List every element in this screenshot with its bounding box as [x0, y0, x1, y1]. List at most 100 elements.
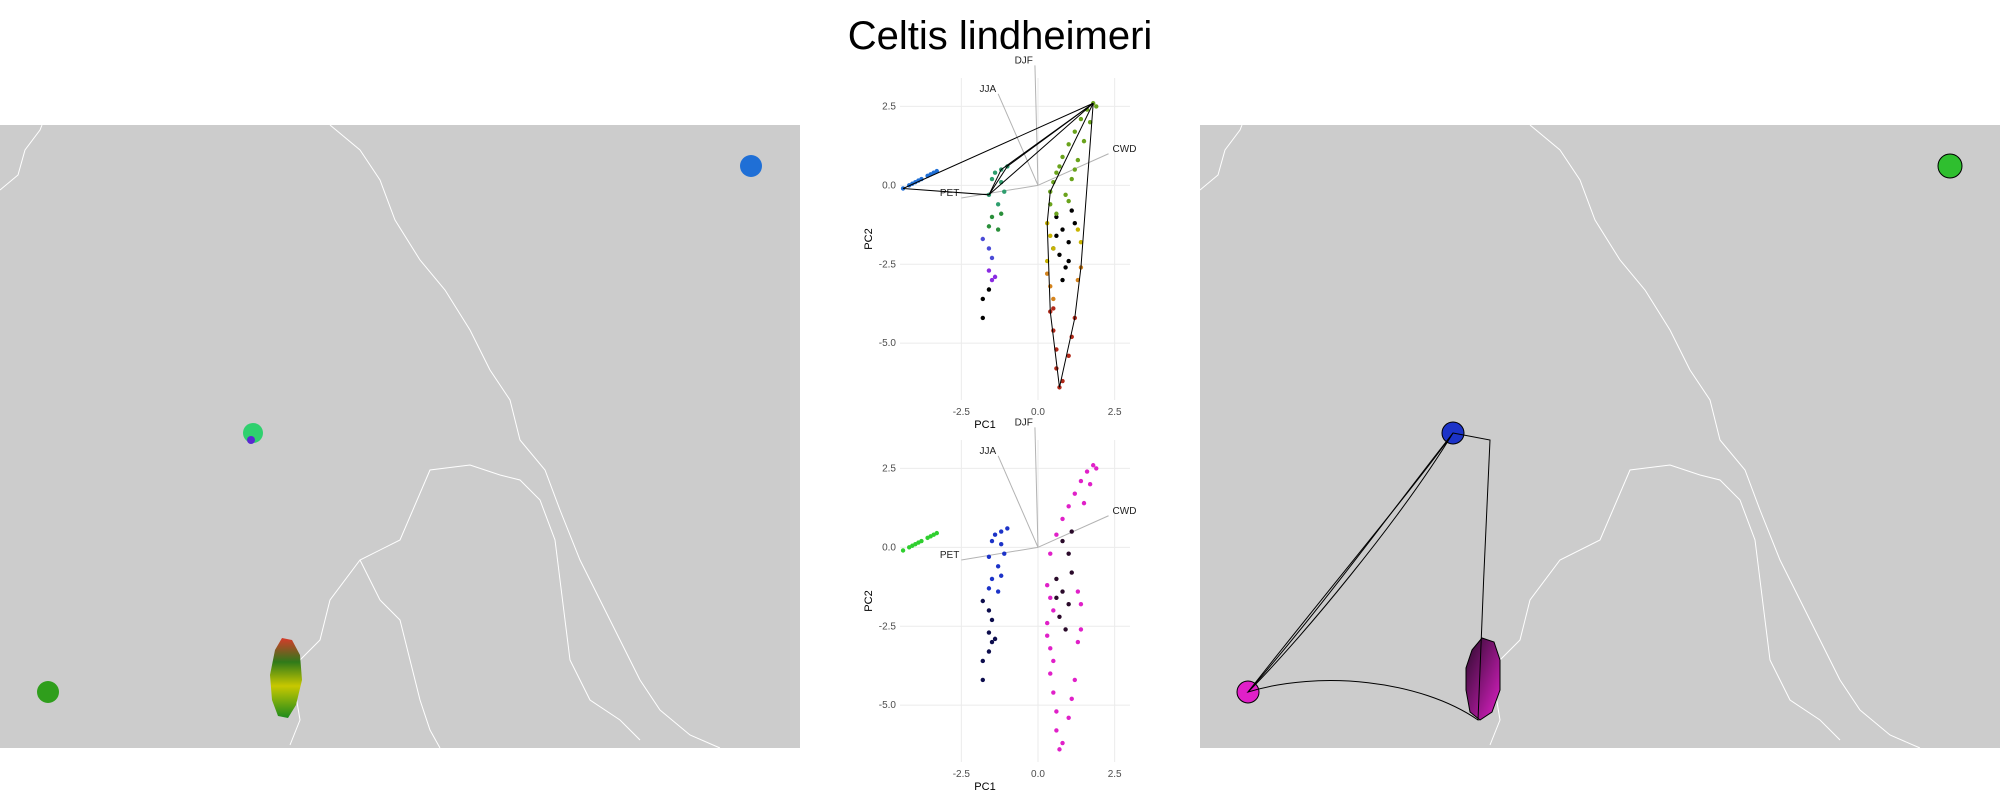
loading-vector-label: DJF — [1015, 417, 1033, 428]
data-point — [1060, 538, 1065, 544]
loading-vector-label: JJA — [979, 446, 996, 457]
data-point — [1057, 164, 1062, 169]
data-point — [1048, 233, 1053, 239]
data-point — [1048, 551, 1053, 556]
data-point — [980, 677, 985, 683]
data-point — [1063, 192, 1068, 198]
left-map-border-nw — [0, 124, 43, 191]
left-map-site-blue — [740, 155, 762, 177]
data-point — [1051, 690, 1056, 695]
right-map-land — [1200, 125, 2000, 748]
data-point — [1066, 715, 1071, 721]
data-point — [1066, 353, 1071, 359]
loading-vector — [997, 455, 1039, 548]
x-axis-title: PC1 — [974, 781, 995, 793]
data-point — [980, 296, 985, 302]
data-point — [1060, 227, 1065, 232]
data-point — [986, 554, 992, 560]
data-point — [1060, 277, 1065, 283]
y-tick-label: -5.0 — [879, 700, 897, 711]
data-point — [1002, 189, 1007, 194]
data-point — [1066, 258, 1071, 264]
data-point — [1069, 696, 1074, 702]
x-tick-label: 0.0 — [1031, 407, 1045, 418]
data-point — [1072, 129, 1078, 134]
niche-hull — [988, 102, 1094, 196]
data-point — [1072, 491, 1078, 496]
data-point — [1051, 246, 1056, 251]
x-tick-label: 2.5 — [1108, 769, 1122, 780]
data-point — [1075, 589, 1081, 594]
data-point — [907, 545, 912, 550]
data-point — [1054, 728, 1059, 733]
right-map-border-country — [1489, 464, 1841, 746]
y-tick-label: -5.0 — [879, 338, 897, 349]
data-point — [1091, 463, 1096, 468]
loading-vector — [961, 184, 1039, 199]
data-point — [989, 617, 995, 623]
data-point — [1054, 595, 1059, 601]
data-point — [1066, 551, 1071, 556]
data-point — [980, 598, 985, 604]
data-point — [986, 649, 992, 654]
y-tick-label: 2.5 — [882, 463, 896, 474]
right-map-hull-b — [1246, 432, 1491, 721]
data-point — [992, 532, 998, 537]
data-point — [989, 214, 995, 220]
data-point — [999, 573, 1004, 578]
x-tick-label: 2.5 — [1108, 407, 1122, 418]
x-axis-title: PC1 — [974, 419, 995, 431]
data-point — [1084, 469, 1090, 474]
pca-panel-bottom: -2.5 0.0 2.5 2.5 0.0 -2.5 -5.0 PC1 PC2 DJF JJA CWD P… — [863, 417, 1136, 793]
data-point — [1048, 646, 1053, 651]
data-point — [1057, 614, 1062, 619]
data-point — [989, 277, 995, 283]
data-point — [1075, 639, 1081, 645]
data-point — [1087, 481, 1093, 487]
data-point — [1054, 709, 1059, 714]
y-tick-label: -2.5 — [879, 259, 897, 270]
loading-vector-label: JJA — [979, 84, 996, 95]
data-point — [1051, 296, 1056, 302]
left-map-site-lowgreen — [37, 681, 59, 703]
data-point — [1045, 633, 1050, 638]
data-point — [995, 202, 1001, 207]
data-point — [986, 246, 992, 251]
data-point — [1075, 227, 1081, 232]
data-point — [1094, 466, 1099, 471]
data-point — [1060, 154, 1065, 160]
loading-vector — [1034, 65, 1039, 186]
loading-vector — [997, 93, 1039, 186]
data-point — [1078, 116, 1084, 122]
niche-hull — [1046, 103, 1094, 388]
data-point — [1057, 747, 1062, 752]
data-point — [1066, 198, 1071, 204]
data-point — [1066, 504, 1071, 509]
data-point — [1060, 740, 1065, 746]
data-point — [1072, 167, 1078, 172]
left-map-site-purple — [247, 436, 255, 444]
data-point — [1054, 233, 1059, 239]
data-point — [1054, 170, 1059, 175]
data-point — [1051, 658, 1056, 664]
data-point — [1045, 583, 1050, 588]
data-point — [1060, 516, 1065, 522]
data-point — [989, 639, 995, 645]
data-point — [1078, 601, 1084, 607]
y-axis-title: PC2 — [863, 590, 875, 611]
loading-vector — [961, 546, 1039, 561]
data-point — [1002, 551, 1007, 556]
data-point — [1063, 627, 1068, 632]
data-point — [1045, 271, 1050, 276]
data-point — [980, 236, 985, 242]
data-point — [986, 586, 992, 591]
data-point — [989, 576, 995, 582]
loading-vector-label: CWD — [1113, 506, 1137, 517]
data-point — [1057, 252, 1062, 257]
left-map-border-state — [329, 124, 721, 749]
data-point — [1069, 208, 1074, 213]
data-point — [1072, 221, 1078, 226]
data-point — [1060, 589, 1065, 594]
y-tick-label: 2.5 — [882, 101, 896, 112]
data-point — [1078, 478, 1084, 484]
